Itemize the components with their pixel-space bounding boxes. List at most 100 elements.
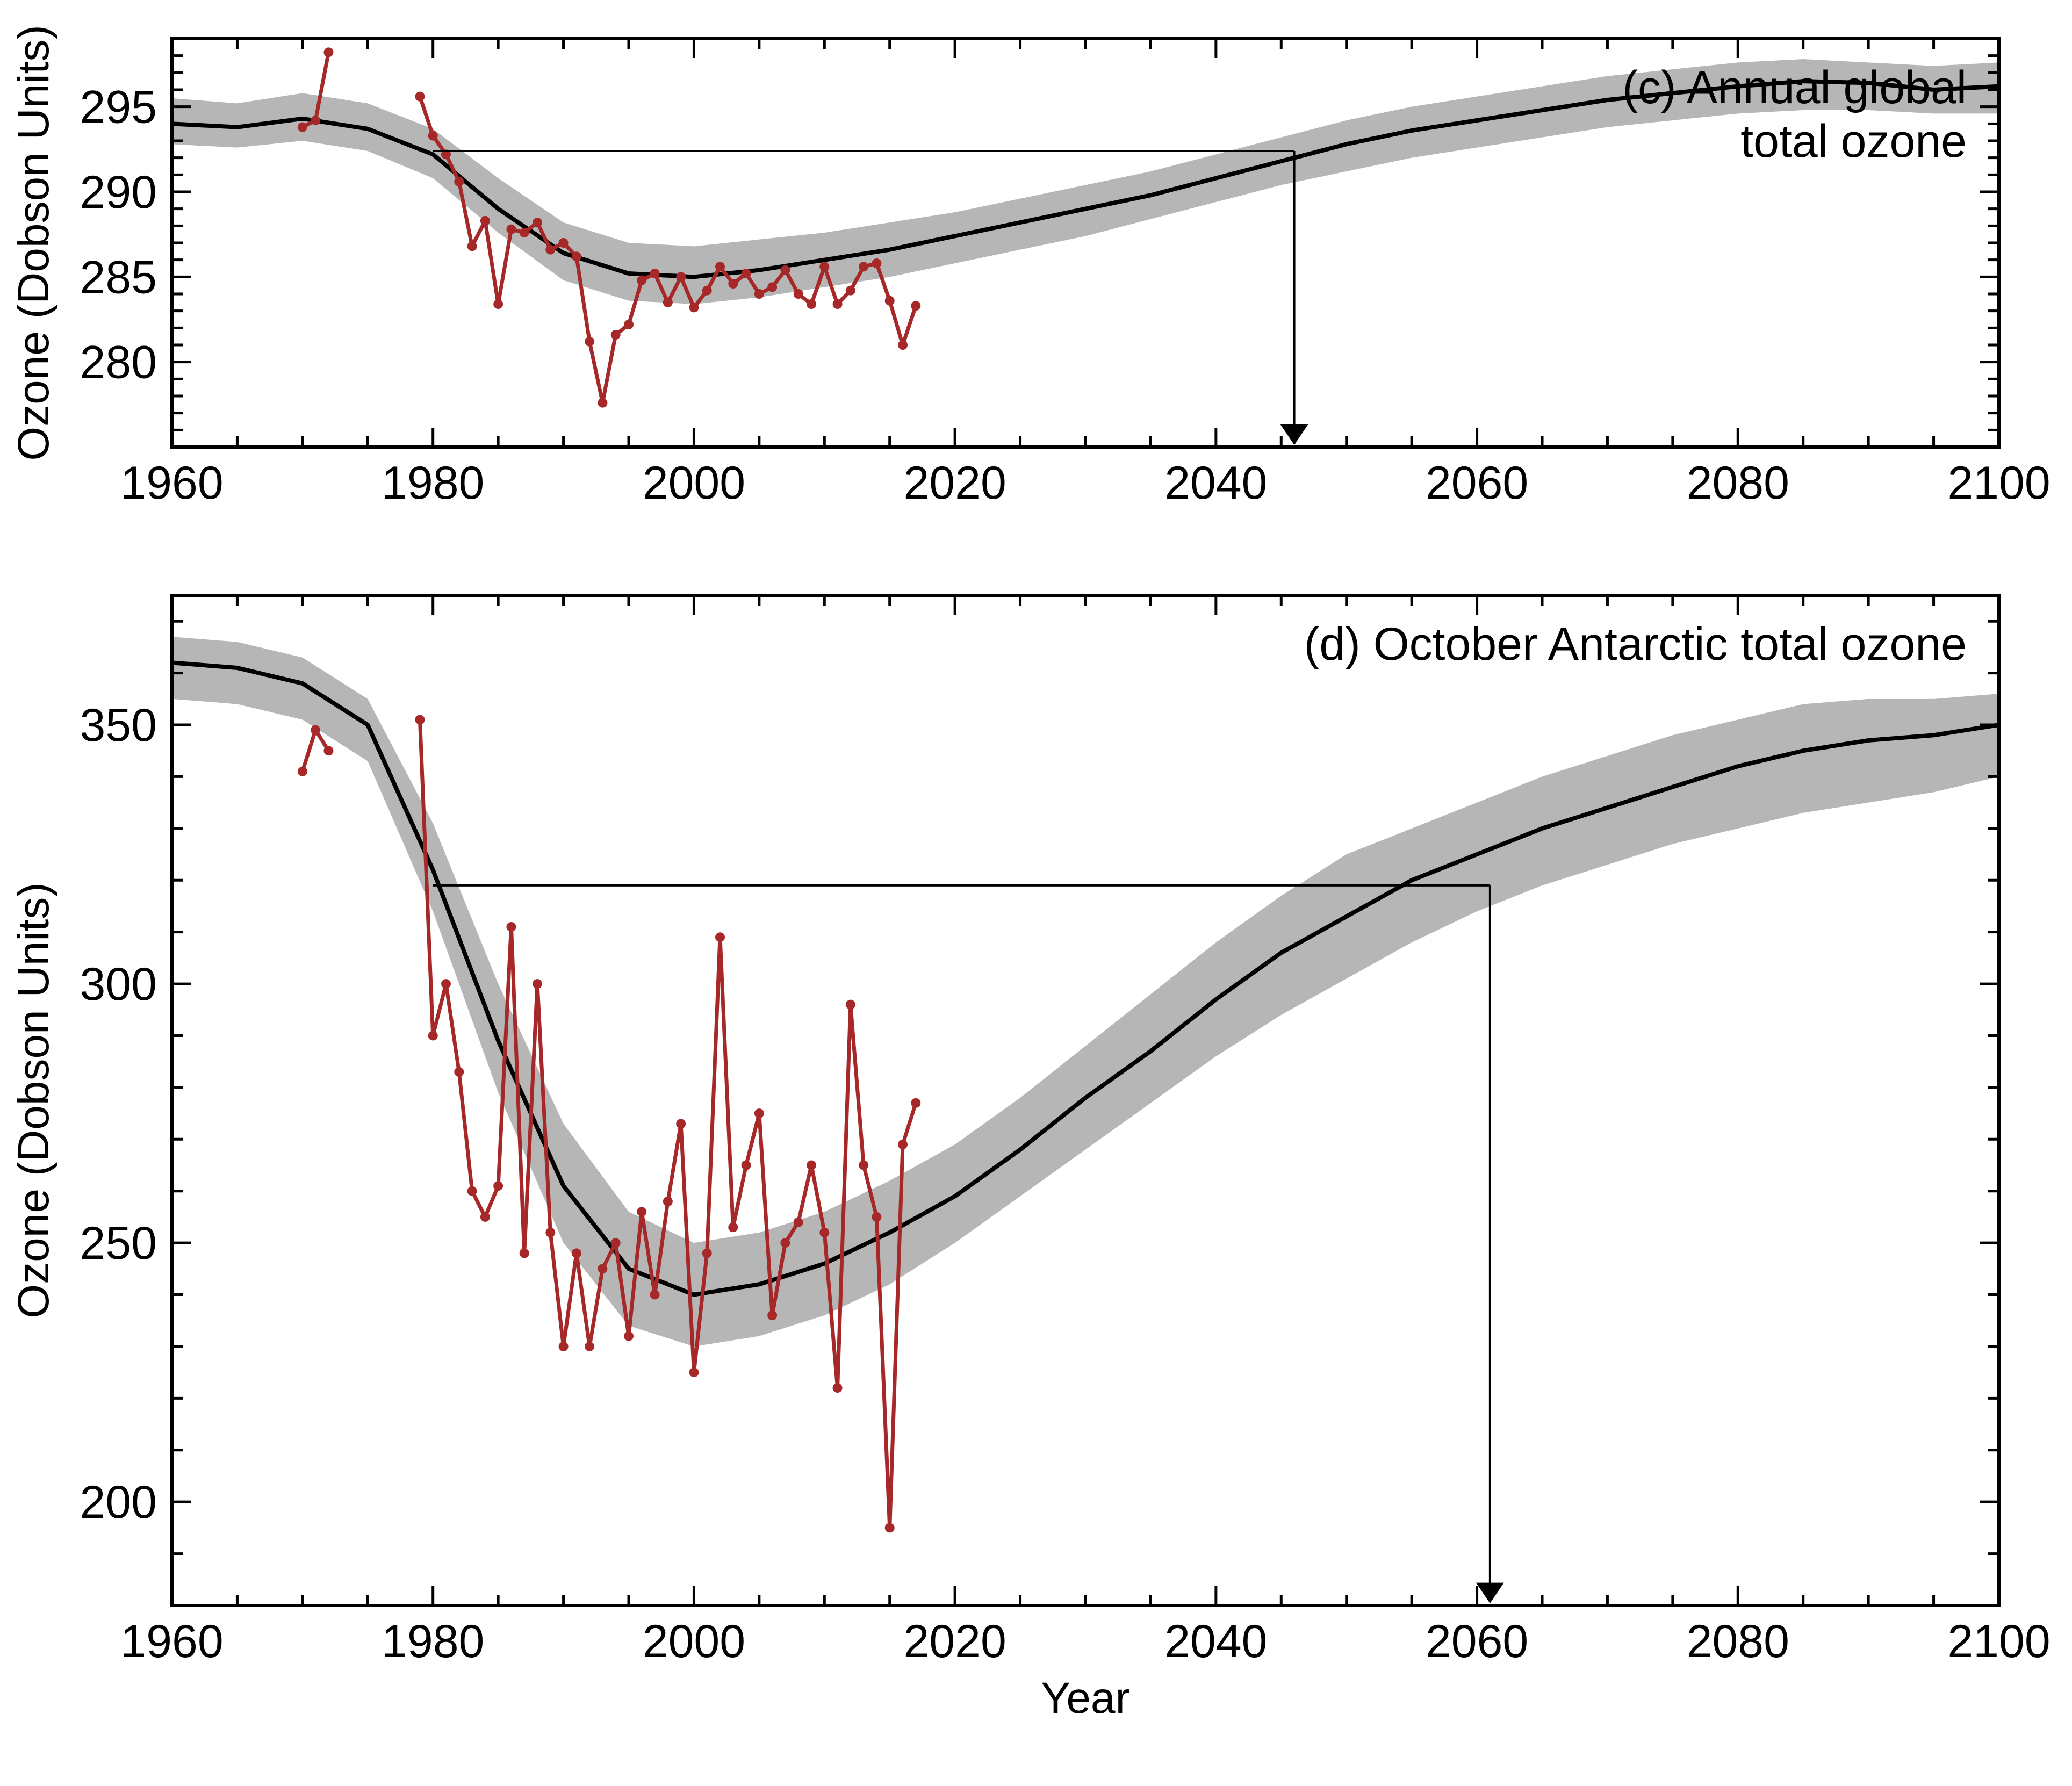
observation-marker (702, 286, 712, 296)
observation-marker (454, 177, 464, 186)
figure-svg: 1960198020002020204020602080210028028529… (0, 0, 2072, 1786)
figure-container: 1960198020002020204020602080210028028529… (0, 0, 2072, 1786)
observation-marker (742, 269, 751, 278)
tick-label: 285 (80, 251, 157, 303)
tick-label: 1980 (382, 1616, 484, 1667)
observation-marker (493, 299, 503, 309)
observation-marker (533, 218, 542, 227)
observation-marker (715, 932, 725, 942)
observation-marker (415, 715, 425, 724)
observation-marker (611, 1238, 621, 1248)
observation-marker (742, 1161, 751, 1170)
observation-marker (506, 922, 516, 932)
tick-label: 1980 (382, 457, 484, 509)
observation-marker (754, 1108, 764, 1118)
observation-marker (520, 1248, 529, 1258)
observation-marker (728, 1222, 738, 1232)
observation-marker (637, 276, 646, 285)
x-axis-label: Year (1041, 1674, 1130, 1723)
observation-marker (454, 1067, 464, 1077)
observation-marker (545, 1228, 555, 1237)
observation-marker (885, 296, 895, 306)
observation-marker (689, 1367, 699, 1377)
observation-marker (585, 1342, 594, 1351)
observation-marker (676, 272, 686, 282)
observation-marker (780, 265, 790, 275)
observation-marker (311, 116, 320, 125)
y-axis-label: Ozone (Dobson Units) (9, 25, 58, 460)
observation-marker (767, 282, 777, 292)
observation-marker (911, 301, 920, 311)
tick-label: 300 (80, 959, 157, 1010)
observation-marker (872, 258, 881, 268)
observation-marker (846, 286, 855, 296)
observation-marker (689, 303, 699, 312)
panel-c: 1960198020002020204020602080210028028529… (9, 25, 2051, 509)
tick-label: 2080 (1687, 1616, 1789, 1667)
observation-marker (911, 1098, 920, 1108)
observation-marker (598, 1264, 607, 1273)
tick-label: 200 (80, 1477, 157, 1528)
observation-marker (428, 131, 438, 141)
observation-marker (794, 289, 803, 299)
observation-marker (819, 1228, 829, 1237)
observation-marker (493, 1181, 503, 1191)
observation-marker (715, 262, 725, 271)
tick-label: 2000 (643, 1616, 745, 1667)
observation-marker (872, 1212, 881, 1222)
observation-line (303, 52, 916, 402)
panel-d: 1960198020002020204020602080210020025030… (9, 595, 2051, 1667)
tick-label: 2040 (1164, 1616, 1267, 1667)
observation-marker (650, 269, 660, 278)
observation-marker (898, 1140, 908, 1149)
observation-marker (859, 1161, 868, 1170)
observation-marker (611, 330, 621, 340)
observation-marker (663, 1197, 673, 1206)
x-tick-labels: 19601980200020202040206020802100 (120, 1616, 2050, 1667)
observation-marker (728, 279, 738, 289)
observation-marker (754, 289, 764, 299)
observation-marker (506, 225, 516, 234)
observation-marker (624, 1331, 634, 1341)
observation-marker (807, 299, 816, 309)
observation-marker (807, 1161, 816, 1170)
x-tick-labels: 19601980200020202040206020802100 (120, 457, 2050, 509)
observation-marker (794, 1218, 803, 1227)
observation-marker (467, 1186, 477, 1196)
observation-marker (572, 251, 581, 261)
observation-marker (428, 1031, 438, 1040)
tick-label: 2040 (1164, 457, 1267, 509)
observation-marker (780, 1238, 790, 1248)
observation-marker (898, 340, 908, 350)
observation-marker (637, 1207, 646, 1216)
observation-marker (467, 241, 477, 251)
observation-marker (585, 337, 594, 347)
tick-label: 2060 (1426, 457, 1528, 509)
observation-marker (859, 262, 868, 271)
tick-label: 2100 (1947, 1616, 2050, 1667)
observation-marker (298, 767, 307, 776)
observation-marker (819, 262, 829, 271)
observation-marker (298, 123, 307, 132)
observation-marker (533, 979, 542, 989)
tick-label: 1960 (120, 1616, 223, 1667)
observation-marker (833, 299, 843, 309)
observation-marker (480, 216, 490, 226)
tick-label: 280 (80, 337, 157, 388)
observation-marker (323, 47, 333, 57)
panel-title: (d) October Antarctic total ozone (1304, 618, 1967, 670)
tick-label: 250 (80, 1218, 157, 1269)
observation-marker (598, 398, 607, 408)
observation-markers (298, 715, 920, 1532)
observation-marker (833, 1383, 843, 1393)
tick-label: 1960 (120, 457, 223, 509)
observation-marker (441, 979, 451, 989)
tick-label: 295 (80, 82, 157, 133)
observation-marker (663, 298, 673, 307)
recovery-arrowhead-icon (1476, 1583, 1504, 1603)
y-tick-labels: 280 285 290 295 (80, 82, 157, 388)
tick-label: 290 (80, 167, 157, 218)
observation-markers (298, 47, 920, 407)
observation-marker (624, 320, 634, 329)
svg-text:total ozone: total ozone (1740, 116, 1967, 167)
